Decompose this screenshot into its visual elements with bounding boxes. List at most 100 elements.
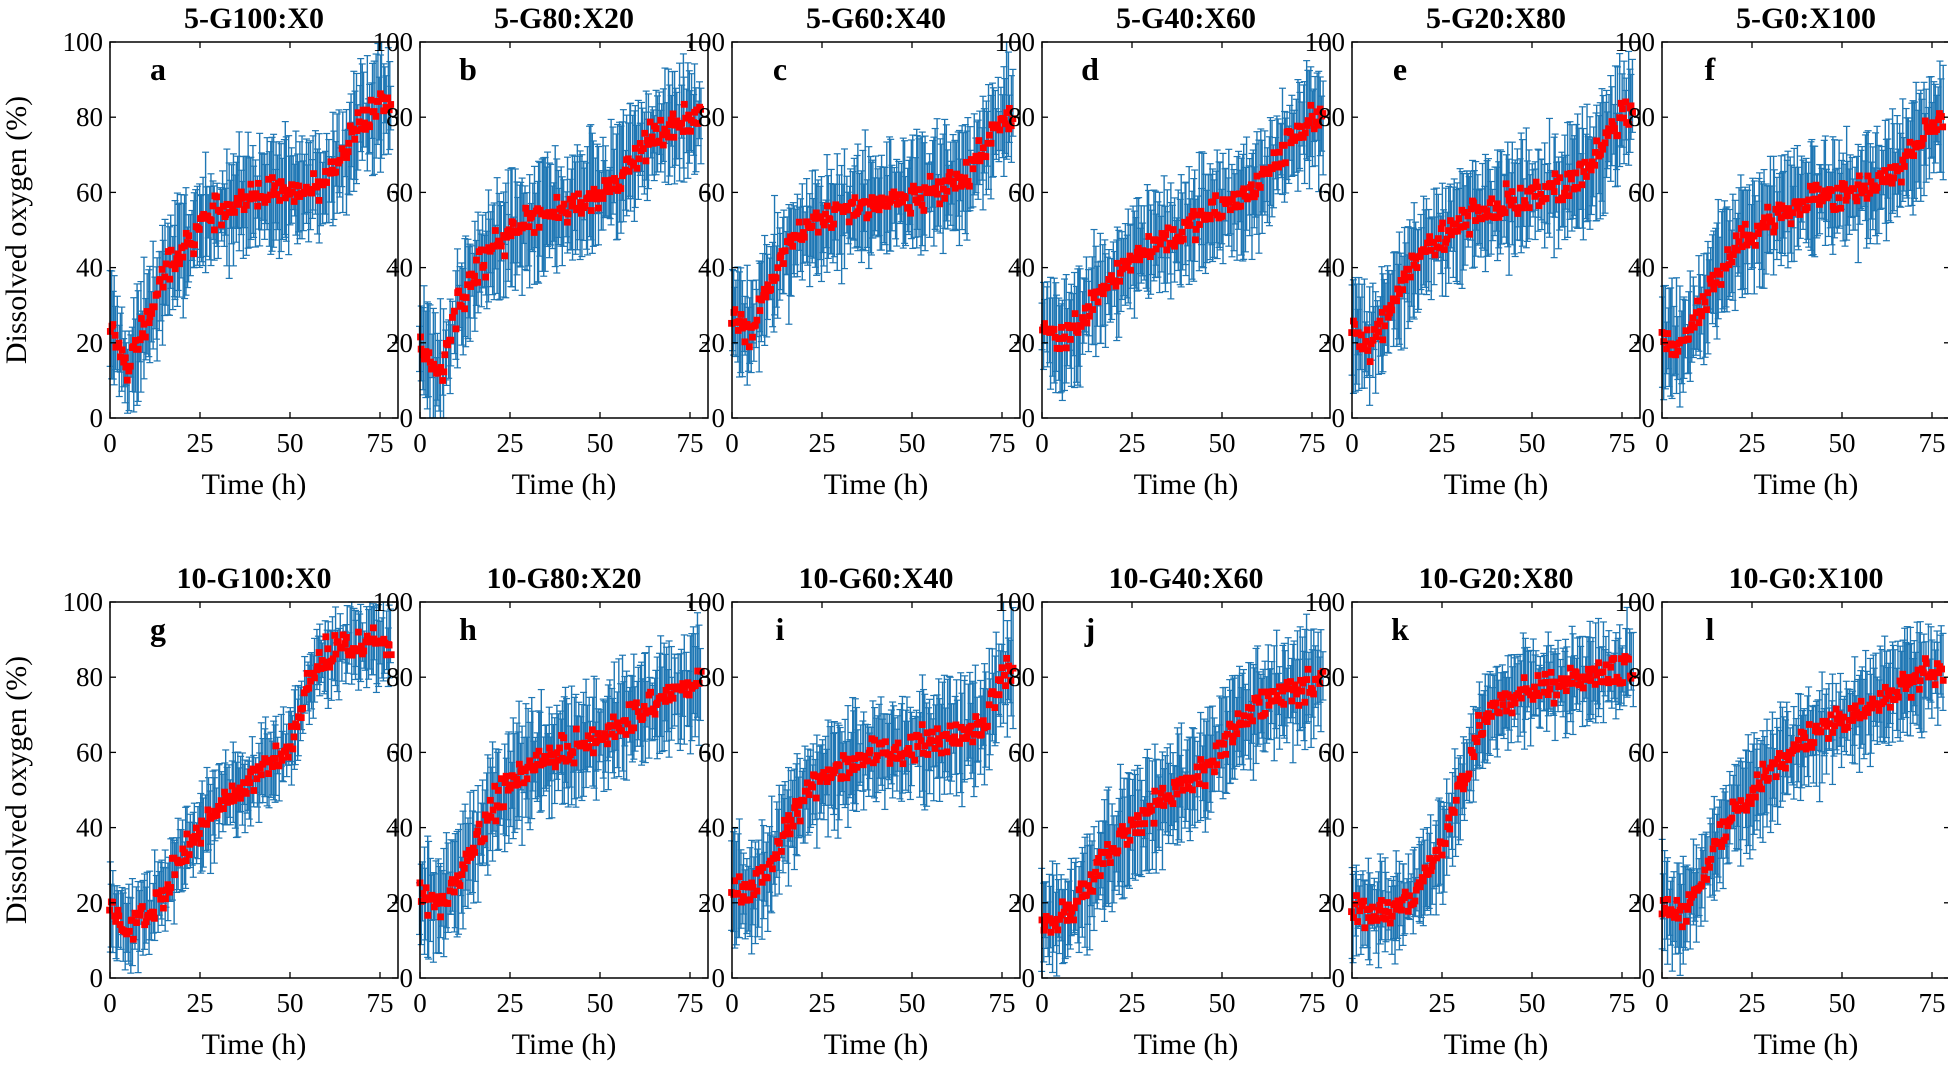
data-point [1353,892,1360,899]
x-tick-label: 25 [809,988,836,1018]
data-point [197,839,205,847]
data-point [248,190,256,198]
data-point [1097,872,1104,880]
data-point [246,779,254,787]
data-point [933,190,941,198]
data-point [914,743,922,750]
data-point [969,165,977,173]
data-point [1492,699,1500,707]
y-tick-label: 80 [1008,102,1035,132]
data-point [642,157,650,165]
error-bar [776,227,784,301]
data-point [1439,219,1446,227]
data-point [276,197,284,204]
data-point [1601,139,1609,147]
y-tick-label: 0 [90,963,104,993]
data-point [1381,322,1389,330]
data-point [1508,709,1516,717]
data-point [796,817,804,825]
y-tick-label: 40 [76,813,103,843]
error-bar [535,160,543,284]
data-series [1658,621,1947,976]
data-point [1280,141,1288,149]
data-point [475,820,483,828]
data-point [336,156,344,164]
y-tick-label: 100 [373,587,414,617]
data-point [441,351,449,359]
data-point [1126,836,1134,844]
y-tick-label: 40 [76,253,103,283]
x-tick-label: 25 [187,988,214,1018]
data-point [257,771,265,779]
data-point [570,759,578,767]
data-point [1379,336,1387,344]
data-point [601,177,609,184]
data-point [1105,852,1113,859]
data-point [1441,840,1449,847]
data-point [315,197,323,204]
data-point [370,108,378,115]
data-point [1771,222,1779,230]
data-point [555,214,563,221]
y-tick-label: 60 [1008,177,1035,207]
data-point [494,786,502,794]
data-point [678,119,686,127]
data-point [635,155,643,163]
data-point [126,362,134,370]
data-point [1162,231,1170,238]
data-point [1399,286,1407,294]
data-point [1384,899,1392,906]
data-point [1280,700,1288,708]
data-point [1745,793,1753,801]
y-tick-label: 0 [1642,963,1656,993]
data-point [491,227,499,234]
data-point [1753,771,1761,779]
data-point [342,634,350,641]
data-point [575,190,582,198]
data-point [621,166,629,174]
data-point [1211,768,1218,776]
data-point [431,365,439,373]
data-point [471,272,478,280]
data-point [1887,703,1894,711]
x-tick-label: 25 [809,428,836,458]
error-bar [771,194,779,316]
x-tick-label: 25 [1739,428,1766,458]
data-point [1222,750,1230,758]
data-point [118,346,126,354]
data-point [1179,235,1187,243]
data-point [986,131,993,139]
data-point [355,118,363,126]
data-point [573,725,580,733]
data-point [1100,290,1107,298]
data-point [1150,819,1158,827]
data-point [437,913,444,921]
data-point [1706,863,1713,871]
data-point [1465,770,1473,778]
data-point [1825,735,1832,742]
error-bar [466,243,474,342]
data-point [1747,800,1755,807]
data-point [901,194,909,202]
data-point [242,789,250,797]
data-point [866,747,874,754]
data-point [1607,663,1615,671]
data-point [150,303,158,311]
data-point [1047,928,1055,936]
data-point [1829,729,1837,736]
data-point [1234,710,1242,718]
data-point [795,218,803,226]
data-point [917,194,925,202]
data-point [588,195,596,202]
data-point [428,365,435,373]
data-point [254,202,262,210]
data-point [772,274,780,282]
data-point [1931,681,1939,689]
data-point [808,222,816,230]
data-point [1827,187,1835,194]
y-tick-label: 100 [1615,27,1656,57]
data-point [569,199,577,206]
y-tick-label: 80 [1628,662,1655,692]
data-point [967,722,975,730]
error-bar [755,260,763,373]
